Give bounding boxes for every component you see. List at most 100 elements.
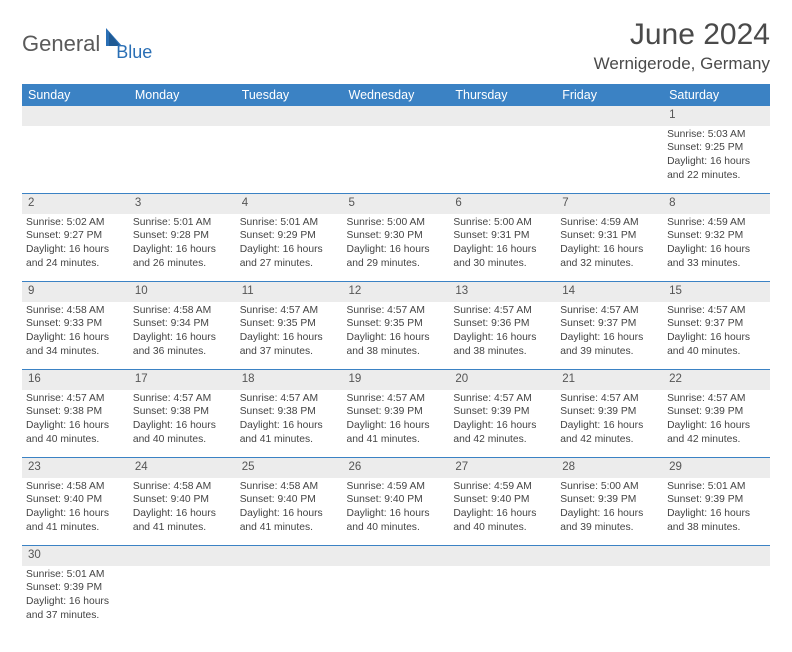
day-detail-line: Sunrise: 5:03 AM bbox=[667, 128, 766, 142]
day-detail-line: and 36 minutes. bbox=[133, 345, 232, 359]
day-detail-line: Daylight: 16 hours bbox=[240, 507, 339, 521]
weekday-header-row: Sunday Monday Tuesday Wednesday Thursday… bbox=[22, 84, 770, 106]
day-number-cell bbox=[556, 546, 663, 566]
day-detail-line: Sunrise: 4:58 AM bbox=[26, 480, 125, 494]
day-number-cell bbox=[556, 106, 663, 126]
day-number-cell: 7 bbox=[556, 194, 663, 214]
day-number-cell: 18 bbox=[236, 370, 343, 390]
day-detail-line: Sunrise: 4:57 AM bbox=[560, 392, 659, 406]
day-detail-line: and 38 minutes. bbox=[667, 521, 766, 535]
weekday-header: Wednesday bbox=[343, 84, 450, 106]
daynum-row: 1 bbox=[22, 106, 770, 126]
day-detail-line: Sunrise: 5:02 AM bbox=[26, 216, 125, 230]
weekday-header: Thursday bbox=[449, 84, 556, 106]
day-detail-line: Sunset: 9:39 PM bbox=[453, 405, 552, 419]
header: General Blue June 2024 Wernigerode, Germ… bbox=[22, 18, 770, 74]
day-cell: Sunrise: 4:57 AMSunset: 9:39 PMDaylight:… bbox=[556, 390, 663, 458]
day-number-cell: 4 bbox=[236, 194, 343, 214]
day-detail-line: Daylight: 16 hours bbox=[26, 419, 125, 433]
day-detail-line: Sunrise: 4:58 AM bbox=[240, 480, 339, 494]
day-detail-line: Daylight: 16 hours bbox=[453, 331, 552, 345]
day-number-cell: 3 bbox=[129, 194, 236, 214]
day-number-cell bbox=[449, 106, 556, 126]
day-cell bbox=[22, 126, 129, 194]
day-detail-line: Daylight: 16 hours bbox=[667, 243, 766, 257]
weekday-header: Friday bbox=[556, 84, 663, 106]
day-cell bbox=[556, 566, 663, 634]
week-row: Sunrise: 5:02 AMSunset: 9:27 PMDaylight:… bbox=[22, 214, 770, 282]
day-detail-line: Sunset: 9:39 PM bbox=[26, 581, 125, 595]
day-detail-line: Daylight: 16 hours bbox=[453, 243, 552, 257]
day-cell: Sunrise: 4:57 AMSunset: 9:36 PMDaylight:… bbox=[449, 302, 556, 370]
day-detail-line: and 32 minutes. bbox=[560, 257, 659, 271]
day-detail-line: Sunrise: 4:57 AM bbox=[667, 304, 766, 318]
day-detail-line: Sunset: 9:40 PM bbox=[453, 493, 552, 507]
day-detail-line: Sunset: 9:39 PM bbox=[560, 493, 659, 507]
day-number-cell: 10 bbox=[129, 282, 236, 302]
day-number-cell: 2 bbox=[22, 194, 129, 214]
day-number-cell: 5 bbox=[343, 194, 450, 214]
day-detail-line: Daylight: 16 hours bbox=[667, 155, 766, 169]
day-detail-line: Sunset: 9:36 PM bbox=[453, 317, 552, 331]
day-cell bbox=[236, 126, 343, 194]
day-detail-line: Sunset: 9:39 PM bbox=[667, 405, 766, 419]
day-detail-line: Daylight: 16 hours bbox=[26, 595, 125, 609]
day-cell: Sunrise: 4:58 AMSunset: 9:40 PMDaylight:… bbox=[22, 478, 129, 546]
day-cell: Sunrise: 4:57 AMSunset: 9:38 PMDaylight:… bbox=[129, 390, 236, 458]
day-detail-line: Sunset: 9:28 PM bbox=[133, 229, 232, 243]
day-detail-line: Sunset: 9:37 PM bbox=[667, 317, 766, 331]
day-number-cell bbox=[22, 106, 129, 126]
day-number-cell: 12 bbox=[343, 282, 450, 302]
day-cell: Sunrise: 4:57 AMSunset: 9:38 PMDaylight:… bbox=[22, 390, 129, 458]
day-cell bbox=[343, 566, 450, 634]
day-detail-line: and 27 minutes. bbox=[240, 257, 339, 271]
day-cell bbox=[343, 126, 450, 194]
day-number-cell: 19 bbox=[343, 370, 450, 390]
day-detail-line: Sunset: 9:35 PM bbox=[347, 317, 446, 331]
week-row: Sunrise: 4:57 AMSunset: 9:38 PMDaylight:… bbox=[22, 390, 770, 458]
day-cell bbox=[129, 566, 236, 634]
day-cell: Sunrise: 4:58 AMSunset: 9:40 PMDaylight:… bbox=[236, 478, 343, 546]
daynum-row: 9101112131415 bbox=[22, 282, 770, 302]
day-cell bbox=[663, 566, 770, 634]
day-detail-line: Sunset: 9:30 PM bbox=[347, 229, 446, 243]
day-detail-line: Sunset: 9:31 PM bbox=[453, 229, 552, 243]
day-number-cell: 20 bbox=[449, 370, 556, 390]
day-number-cell: 16 bbox=[22, 370, 129, 390]
day-detail-line: Sunrise: 4:59 AM bbox=[453, 480, 552, 494]
day-detail-line: Sunrise: 4:57 AM bbox=[26, 392, 125, 406]
day-detail-line: Sunset: 9:38 PM bbox=[133, 405, 232, 419]
day-number-cell: 15 bbox=[663, 282, 770, 302]
day-number-cell: 11 bbox=[236, 282, 343, 302]
day-cell: Sunrise: 4:59 AMSunset: 9:40 PMDaylight:… bbox=[343, 478, 450, 546]
day-detail-line: Sunset: 9:39 PM bbox=[560, 405, 659, 419]
day-detail-line: and 41 minutes. bbox=[240, 521, 339, 535]
day-detail-line: and 41 minutes. bbox=[240, 433, 339, 447]
month-title: June 2024 bbox=[594, 18, 770, 52]
day-cell: Sunrise: 4:58 AMSunset: 9:33 PMDaylight:… bbox=[22, 302, 129, 370]
location-label: Wernigerode, Germany bbox=[594, 54, 770, 74]
day-detail-line: and 38 minutes. bbox=[347, 345, 446, 359]
day-detail-line: and 38 minutes. bbox=[453, 345, 552, 359]
week-row: Sunrise: 5:03 AMSunset: 9:25 PMDaylight:… bbox=[22, 126, 770, 194]
day-detail-line: Daylight: 16 hours bbox=[133, 419, 232, 433]
day-detail-line: and 40 minutes. bbox=[453, 521, 552, 535]
day-cell bbox=[449, 566, 556, 634]
day-detail-line: Sunset: 9:40 PM bbox=[26, 493, 125, 507]
calendar-page: General Blue June 2024 Wernigerode, Germ… bbox=[0, 0, 792, 652]
day-detail-line: Sunrise: 4:57 AM bbox=[453, 304, 552, 318]
day-detail-line: Sunrise: 4:57 AM bbox=[133, 392, 232, 406]
day-detail-line: Daylight: 16 hours bbox=[667, 507, 766, 521]
day-cell: Sunrise: 5:01 AMSunset: 9:28 PMDaylight:… bbox=[129, 214, 236, 282]
day-cell bbox=[129, 126, 236, 194]
day-number-cell: 23 bbox=[22, 458, 129, 478]
logo-text-general: General bbox=[22, 31, 100, 57]
day-number-cell: 21 bbox=[556, 370, 663, 390]
day-number-cell: 6 bbox=[449, 194, 556, 214]
day-cell: Sunrise: 5:03 AMSunset: 9:25 PMDaylight:… bbox=[663, 126, 770, 194]
day-number-cell: 28 bbox=[556, 458, 663, 478]
day-detail-line: and 33 minutes. bbox=[667, 257, 766, 271]
day-detail-line: Sunset: 9:32 PM bbox=[667, 229, 766, 243]
day-number-cell: 26 bbox=[343, 458, 450, 478]
day-number-cell: 1 bbox=[663, 106, 770, 126]
